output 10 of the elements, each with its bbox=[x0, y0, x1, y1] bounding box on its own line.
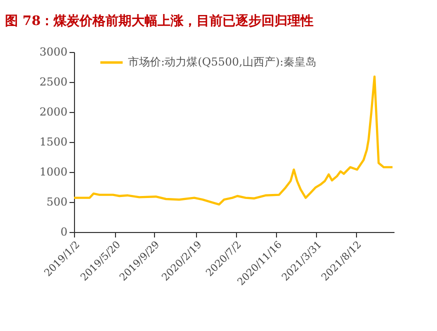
y-tick-label: 2500 bbox=[40, 76, 68, 88]
line-series bbox=[72, 76, 394, 206]
legend-label: 市场价:动力煤(Q5500,山西产):秦皇岛 bbox=[128, 56, 317, 68]
y-tick-label: 1000 bbox=[40, 166, 68, 178]
y-tick-label: 1500 bbox=[40, 136, 68, 148]
y-tick-label: 500 bbox=[46, 196, 68, 208]
y-tick-label: 0 bbox=[60, 226, 68, 238]
y-tick-label: 3000 bbox=[40, 46, 68, 58]
chart-title: 图 78：煤炭价格前期大幅上涨，目前已逐步回归理性 bbox=[5, 13, 314, 29]
y-tick-label: 2000 bbox=[40, 106, 68, 118]
